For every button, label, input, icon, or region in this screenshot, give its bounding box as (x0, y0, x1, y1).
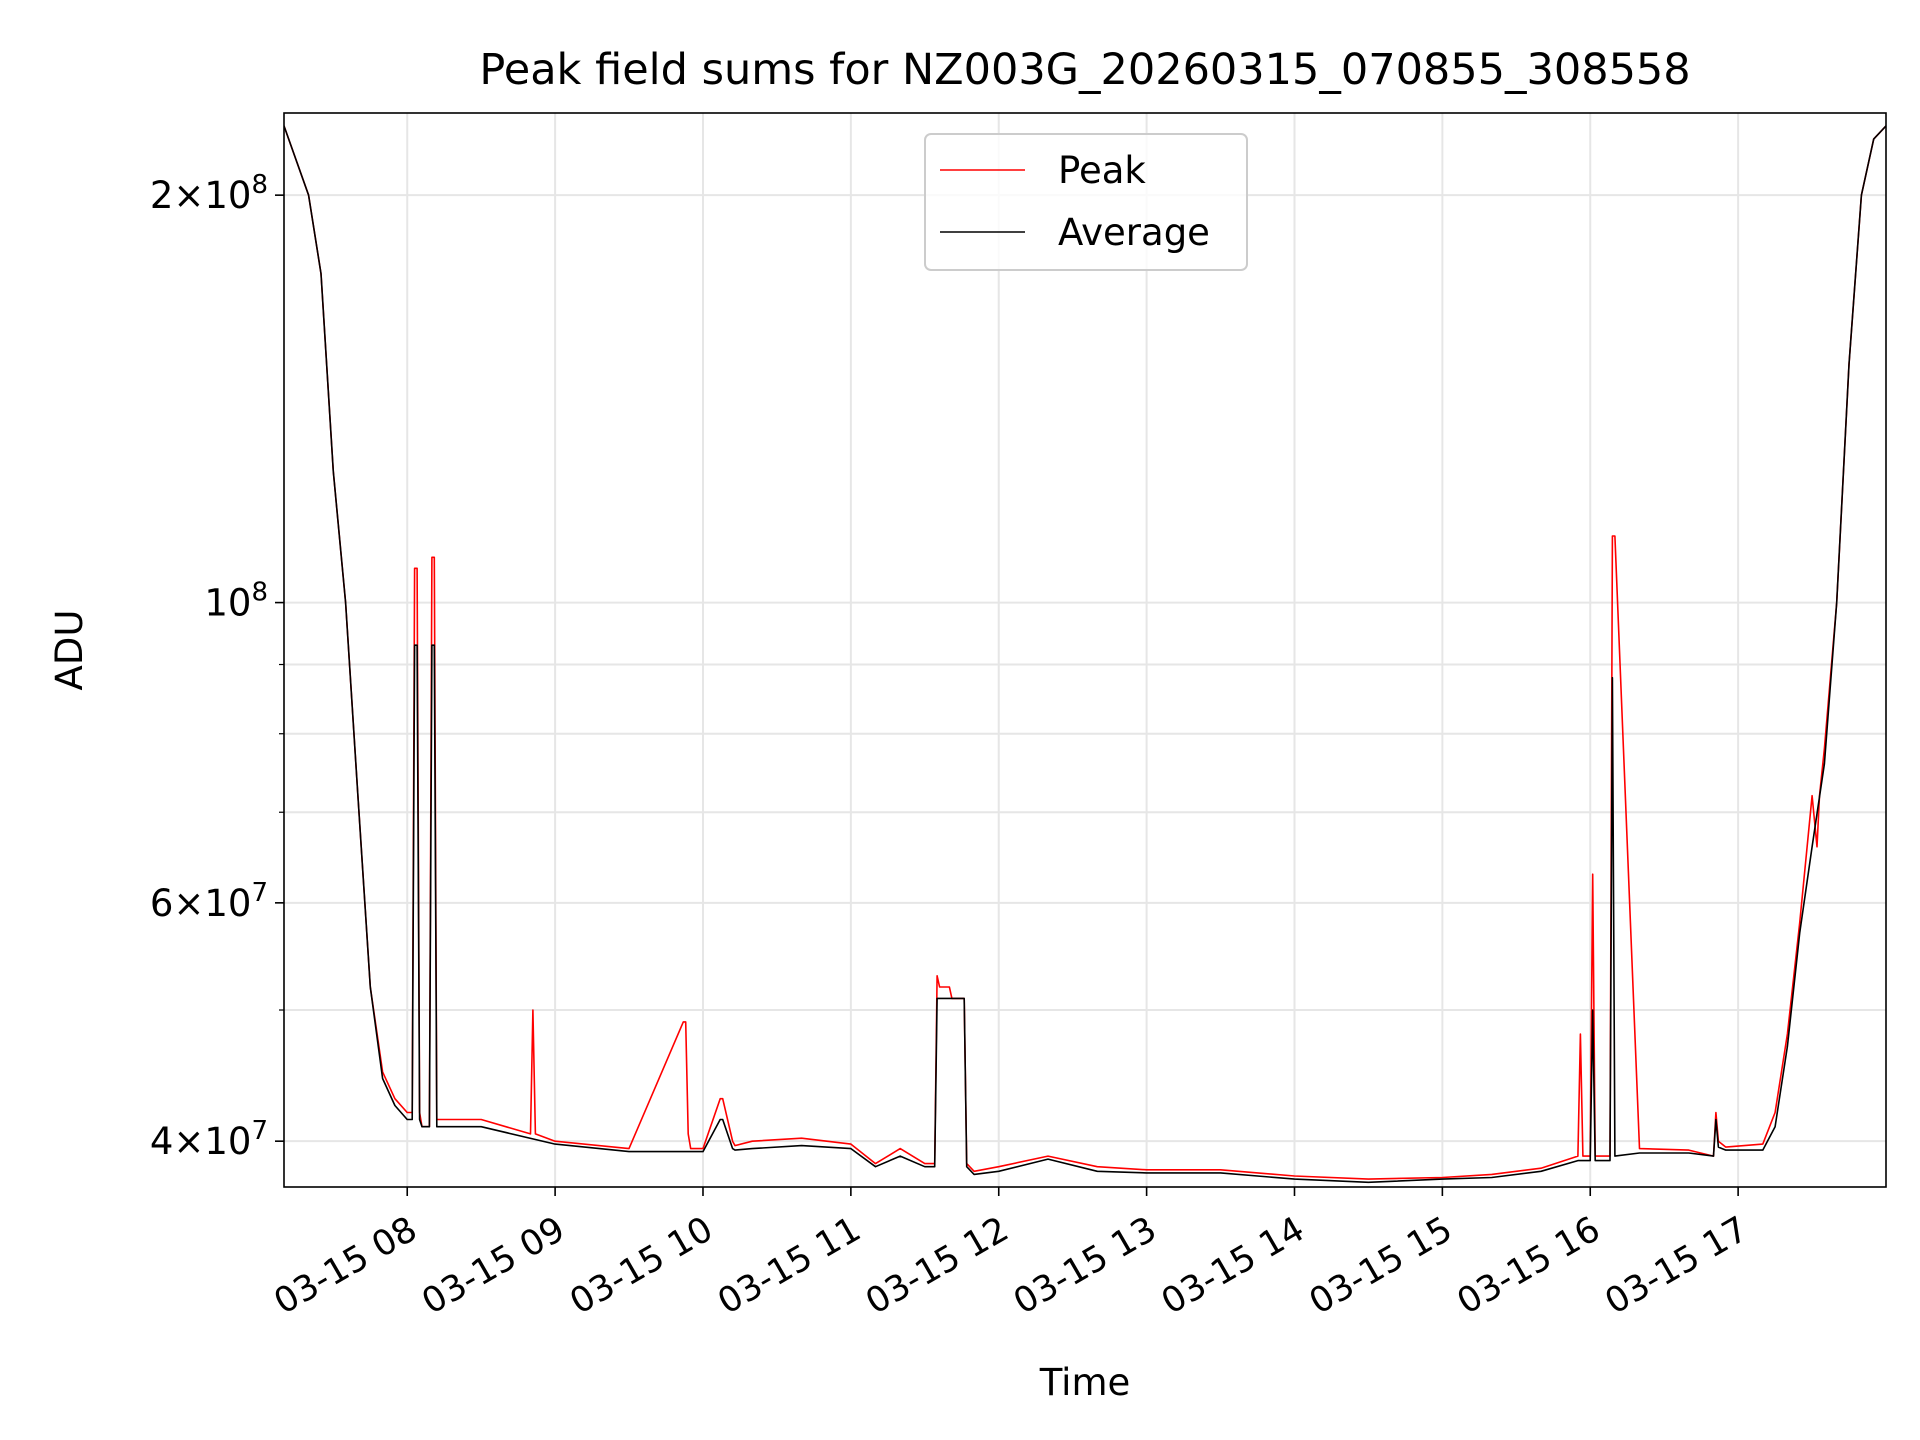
series-line-average (284, 125, 1886, 1184)
legend: Peak Average (924, 133, 1248, 271)
y-tick-label: 4×107 (150, 1116, 268, 1163)
y-tick-label: 2×108 (150, 170, 268, 217)
series-layer (284, 125, 1886, 1184)
y-tick-label: 108 (204, 578, 268, 625)
x-axis-label: Time (1039, 1361, 1131, 1404)
chart-title: Peak field sums for NZ003G_20260315_0708… (479, 45, 1690, 95)
y-tick-label: 6×107 (150, 878, 268, 925)
legend-box (924, 133, 1248, 271)
y-axis-label: ADU (48, 610, 91, 691)
legend-label-average: Average (1058, 211, 1210, 254)
legend-label-peak: Peak (1058, 149, 1146, 192)
plot-frame (283, 112, 1887, 1188)
